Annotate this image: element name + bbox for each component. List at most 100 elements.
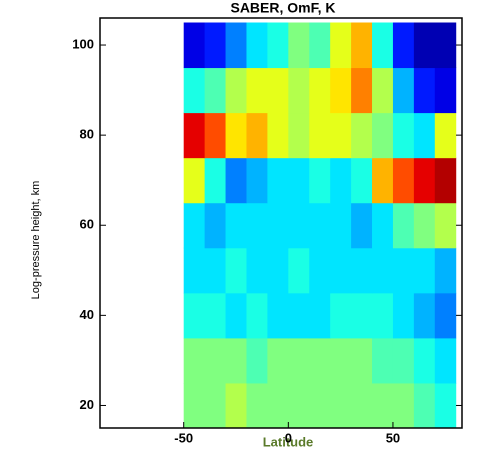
heatmap-cell xyxy=(392,67,415,114)
heatmap-cell xyxy=(330,157,352,204)
heatmap-cell xyxy=(309,337,331,384)
heatmap-cell xyxy=(267,382,289,428)
heatmap-cell xyxy=(309,22,331,69)
heatmap-cell xyxy=(309,247,331,294)
heatmap-cell xyxy=(204,247,227,294)
chart-title: SABER, OmF, K xyxy=(230,0,335,16)
heatmap-cell xyxy=(183,202,206,249)
heatmap-cell xyxy=(330,247,352,294)
heatmap-cell xyxy=(267,292,289,339)
heatmap-cell xyxy=(204,292,227,339)
heatmap-cell xyxy=(413,112,436,159)
heatmap-cell xyxy=(225,112,247,159)
heatmap-cell xyxy=(225,247,247,294)
heatmap-cell xyxy=(413,247,436,294)
heatmap-cell xyxy=(413,292,436,339)
heatmap-cell xyxy=(309,292,331,339)
heatmap-cell xyxy=(392,247,415,294)
heatmap-cell xyxy=(351,202,373,249)
heatmap-cell xyxy=(413,382,436,428)
heatmap-cell xyxy=(392,22,415,69)
heatmap-cell xyxy=(351,22,373,69)
y-tick-label: 60 xyxy=(80,217,94,232)
heatmap-cell xyxy=(267,22,289,69)
heatmap-cell xyxy=(246,382,268,428)
heatmap-cell xyxy=(288,382,310,428)
heatmap-cell xyxy=(434,292,457,339)
heatmap-cell xyxy=(351,292,373,339)
heatmap-cell xyxy=(183,247,206,294)
heatmap-cell xyxy=(183,337,206,384)
heatmap-cell xyxy=(183,112,206,159)
y-tick-label: 80 xyxy=(80,127,94,142)
heatmap-cell xyxy=(392,292,415,339)
heatmap-cell xyxy=(225,67,247,114)
heatmap-cell xyxy=(351,157,373,204)
heatmap-cell xyxy=(434,382,457,428)
heatmap-cell xyxy=(309,67,331,114)
heatmap-cell xyxy=(413,22,436,69)
heatmap-cell xyxy=(392,382,415,428)
heatmap-cell xyxy=(246,67,268,114)
heatmap-cell xyxy=(183,382,206,428)
heatmap-cell xyxy=(288,67,310,114)
heatmap-cell xyxy=(288,112,310,159)
heatmap-cell xyxy=(351,337,373,384)
heatmap-cells xyxy=(183,22,457,428)
heatmap-cell xyxy=(330,112,352,159)
heatmap-cell xyxy=(267,247,289,294)
heatmap-cell xyxy=(267,157,289,204)
heatmap-cell xyxy=(246,202,268,249)
heatmap-cell xyxy=(183,292,206,339)
heatmap-cell xyxy=(372,337,394,384)
heatmap-cell xyxy=(330,202,352,249)
heatmap-cell xyxy=(288,22,310,69)
heatmap-cell xyxy=(434,67,457,114)
heatmap-cell xyxy=(372,67,394,114)
heatmap-cell xyxy=(183,67,206,114)
heatmap-cell xyxy=(351,247,373,294)
heatmap-cell xyxy=(392,202,415,249)
heatmap-cell xyxy=(434,202,457,249)
heatmap-cell xyxy=(246,157,268,204)
heatmap-cell xyxy=(267,337,289,384)
heatmap-cell xyxy=(372,22,394,69)
x-tick-label: 0 xyxy=(285,430,292,445)
heatmap-cell xyxy=(434,157,457,204)
heatmap-cell xyxy=(392,112,415,159)
x-tick-label: -50 xyxy=(174,430,193,445)
heatmap-cell xyxy=(204,202,227,249)
heatmap-cell xyxy=(372,112,394,159)
heatmap-cell xyxy=(351,382,373,428)
heatmap-cell xyxy=(204,67,227,114)
heatmap-cell xyxy=(183,157,206,204)
heatmap-cell xyxy=(225,22,247,69)
heatmap-cell xyxy=(288,202,310,249)
heatmap-cell xyxy=(351,67,373,114)
heatmap-cell xyxy=(246,247,268,294)
heatmap-cell xyxy=(434,337,457,384)
heatmap-cell xyxy=(288,247,310,294)
heatmap-cell xyxy=(204,337,227,384)
heatmap-cell xyxy=(288,337,310,384)
x-tick-label: 50 xyxy=(386,430,400,445)
heatmap-cell xyxy=(204,22,227,69)
heatmap-cell xyxy=(351,112,373,159)
heatmap-cell xyxy=(413,67,436,114)
heatmap-cell xyxy=(413,157,436,204)
heatmap-cell xyxy=(204,157,227,204)
heatmap-cell xyxy=(309,112,331,159)
heatmap-cell xyxy=(413,337,436,384)
heatmap-cell xyxy=(225,292,247,339)
heatmap-cell xyxy=(372,157,394,204)
heatmap-cell xyxy=(434,112,457,159)
y-tick-label: 100 xyxy=(72,36,94,51)
heatmap-cell xyxy=(288,292,310,339)
heatmap-cell xyxy=(372,292,394,339)
heatmap-cell xyxy=(309,157,331,204)
heatmap-cell xyxy=(225,337,247,384)
heatmap-cell xyxy=(330,22,352,69)
heatmap-cell xyxy=(392,157,415,204)
heatmap-cell xyxy=(434,247,457,294)
